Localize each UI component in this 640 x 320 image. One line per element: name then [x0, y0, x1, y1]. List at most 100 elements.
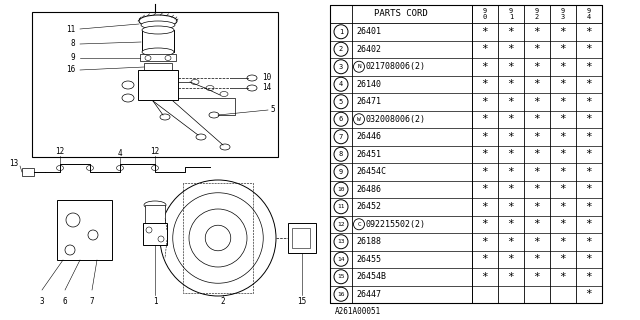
Ellipse shape: [86, 165, 93, 171]
Text: *: *: [586, 167, 593, 177]
Ellipse shape: [220, 92, 228, 97]
Text: 26454B: 26454B: [356, 272, 386, 281]
Bar: [143, 223, 167, 245]
Text: *: *: [534, 272, 540, 282]
Ellipse shape: [145, 55, 151, 60]
Text: 9
2: 9 2: [535, 8, 539, 20]
Text: *: *: [586, 254, 593, 264]
Bar: [140, 54, 176, 61]
Ellipse shape: [56, 165, 63, 171]
Text: *: *: [534, 44, 540, 54]
Circle shape: [146, 227, 152, 233]
Text: *: *: [534, 97, 540, 107]
Text: 8: 8: [339, 151, 343, 157]
Text: 16: 16: [337, 292, 345, 297]
Text: *: *: [508, 254, 515, 264]
Text: *: *: [508, 114, 515, 124]
Text: 9
4: 9 4: [587, 8, 591, 20]
Text: *: *: [559, 62, 566, 72]
Text: 12: 12: [56, 148, 65, 156]
Text: *: *: [508, 44, 515, 54]
Text: 6: 6: [63, 298, 67, 307]
Text: *: *: [534, 184, 540, 194]
Text: *: *: [586, 237, 593, 247]
Ellipse shape: [122, 94, 134, 102]
Text: *: *: [482, 27, 488, 37]
Text: *: *: [586, 289, 593, 299]
Text: *: *: [482, 202, 488, 212]
Text: 13: 13: [9, 159, 18, 169]
Text: *: *: [508, 97, 515, 107]
Circle shape: [65, 245, 75, 255]
Text: *: *: [508, 167, 515, 177]
Text: 11: 11: [337, 204, 345, 209]
Text: 26188: 26188: [356, 237, 381, 246]
Text: *: *: [482, 79, 488, 89]
Text: 9: 9: [70, 53, 75, 62]
Ellipse shape: [142, 48, 174, 56]
Ellipse shape: [206, 85, 214, 91]
Text: 15: 15: [298, 298, 307, 307]
Text: 3: 3: [339, 64, 343, 70]
Text: 021708006(2): 021708006(2): [366, 62, 426, 71]
Text: *: *: [508, 219, 515, 229]
Text: *: *: [534, 219, 540, 229]
Text: 1: 1: [339, 29, 343, 35]
Text: 26140: 26140: [356, 80, 381, 89]
Text: 9
0: 9 0: [483, 8, 487, 20]
Text: *: *: [559, 114, 566, 124]
Text: *: *: [508, 237, 515, 247]
Text: *: *: [482, 237, 488, 247]
Text: *: *: [482, 184, 488, 194]
Text: 26447: 26447: [356, 290, 381, 299]
Bar: [142, 30, 174, 52]
Text: *: *: [586, 114, 593, 124]
Text: A261A00051: A261A00051: [335, 308, 381, 316]
Text: 26401: 26401: [356, 27, 381, 36]
Text: 9: 9: [339, 169, 343, 175]
Bar: [138, 70, 178, 100]
Text: *: *: [534, 27, 540, 37]
Text: 26454C: 26454C: [356, 167, 386, 176]
Ellipse shape: [144, 201, 166, 209]
Text: *: *: [508, 184, 515, 194]
Text: *: *: [559, 149, 566, 159]
Circle shape: [173, 193, 263, 283]
Text: 26471: 26471: [356, 97, 381, 106]
Ellipse shape: [220, 144, 230, 150]
Text: *: *: [482, 44, 488, 54]
Ellipse shape: [142, 26, 174, 34]
Text: *: *: [508, 27, 515, 37]
Text: 12: 12: [150, 148, 159, 156]
Text: 16: 16: [66, 66, 75, 75]
Text: 26452: 26452: [356, 202, 381, 211]
Text: *: *: [482, 272, 488, 282]
Text: *: *: [508, 272, 515, 282]
Text: *: *: [508, 202, 515, 212]
Bar: [145, 205, 165, 225]
Ellipse shape: [152, 165, 159, 171]
Text: 4: 4: [339, 81, 343, 87]
Text: *: *: [559, 132, 566, 142]
Circle shape: [160, 180, 276, 296]
Ellipse shape: [247, 75, 257, 81]
Text: *: *: [508, 79, 515, 89]
Text: 6: 6: [339, 116, 343, 122]
Text: N: N: [357, 64, 361, 69]
Text: *: *: [559, 272, 566, 282]
Circle shape: [189, 209, 247, 267]
Text: 10: 10: [337, 187, 345, 192]
Text: 7: 7: [339, 134, 343, 140]
Text: *: *: [534, 167, 540, 177]
Text: 032008006(2): 032008006(2): [366, 115, 426, 124]
Text: *: *: [534, 62, 540, 72]
Circle shape: [66, 213, 80, 227]
Text: *: *: [482, 254, 488, 264]
Text: W: W: [357, 117, 361, 122]
Text: *: *: [559, 27, 566, 37]
Text: *: *: [559, 167, 566, 177]
Text: 092215502(2): 092215502(2): [366, 220, 426, 229]
Text: 9
1: 9 1: [509, 8, 513, 20]
Text: 2: 2: [221, 298, 225, 307]
Text: *: *: [586, 149, 593, 159]
